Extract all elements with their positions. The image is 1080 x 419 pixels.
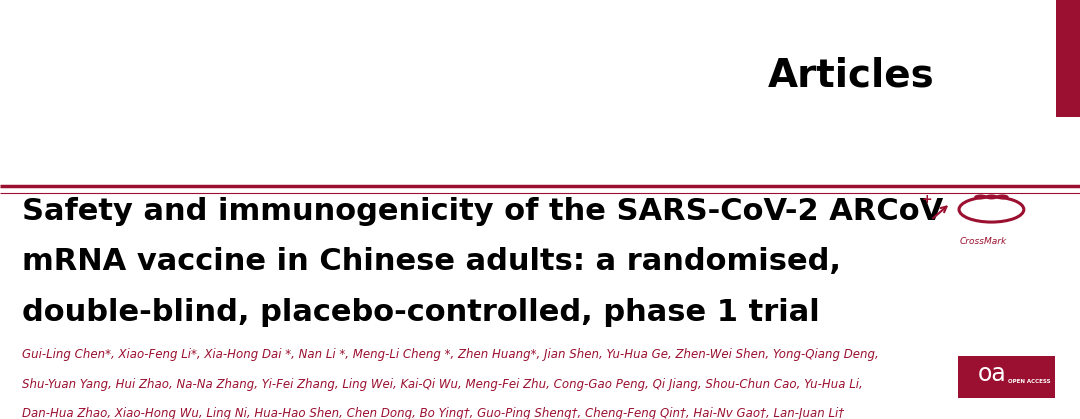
Text: OPEN ACCESS: OPEN ACCESS <box>1008 379 1051 384</box>
Text: +: + <box>921 192 932 206</box>
Text: CrossMark: CrossMark <box>959 237 1007 246</box>
Text: Gui-Ling Chen*, Xiao-Feng Li*, Xia-Hong Dai *, Nan Li *, Meng-Li Cheng *, Zhen H: Gui-Ling Chen*, Xiao-Feng Li*, Xia-Hong … <box>22 347 878 361</box>
Text: Shu-Yuan Yang, Hui Zhao, Na-Na Zhang, Yi-Fei Zhang, Ling Wei, Kai-Qi Wu, Meng-Fe: Shu-Yuan Yang, Hui Zhao, Na-Na Zhang, Yi… <box>22 378 862 391</box>
Text: Dan-Hua Zhao, Xiao-Hong Wu, Ling Ni, Hua-Hao Shen, Chen Dong, Bo Ying†, Guo-Ping: Dan-Hua Zhao, Xiao-Hong Wu, Ling Ni, Hua… <box>22 407 843 419</box>
Circle shape <box>985 194 998 199</box>
Text: mRNA vaccine in Chinese adults: a randomised,: mRNA vaccine in Chinese adults: a random… <box>22 247 840 277</box>
Bar <box>958 356 1055 398</box>
Text: Safety and immunogenicity of the SARS-CoV-2 ARCoV: Safety and immunogenicity of the SARS-Co… <box>22 197 943 226</box>
Text: oa: oa <box>978 362 1007 386</box>
Circle shape <box>959 197 1024 222</box>
Text: Articles: Articles <box>768 57 934 94</box>
Text: double-blind, placebo-controlled, phase 1 trial: double-blind, placebo-controlled, phase … <box>22 297 820 327</box>
Bar <box>1056 0 1080 117</box>
Circle shape <box>996 194 1009 199</box>
Circle shape <box>974 194 987 199</box>
